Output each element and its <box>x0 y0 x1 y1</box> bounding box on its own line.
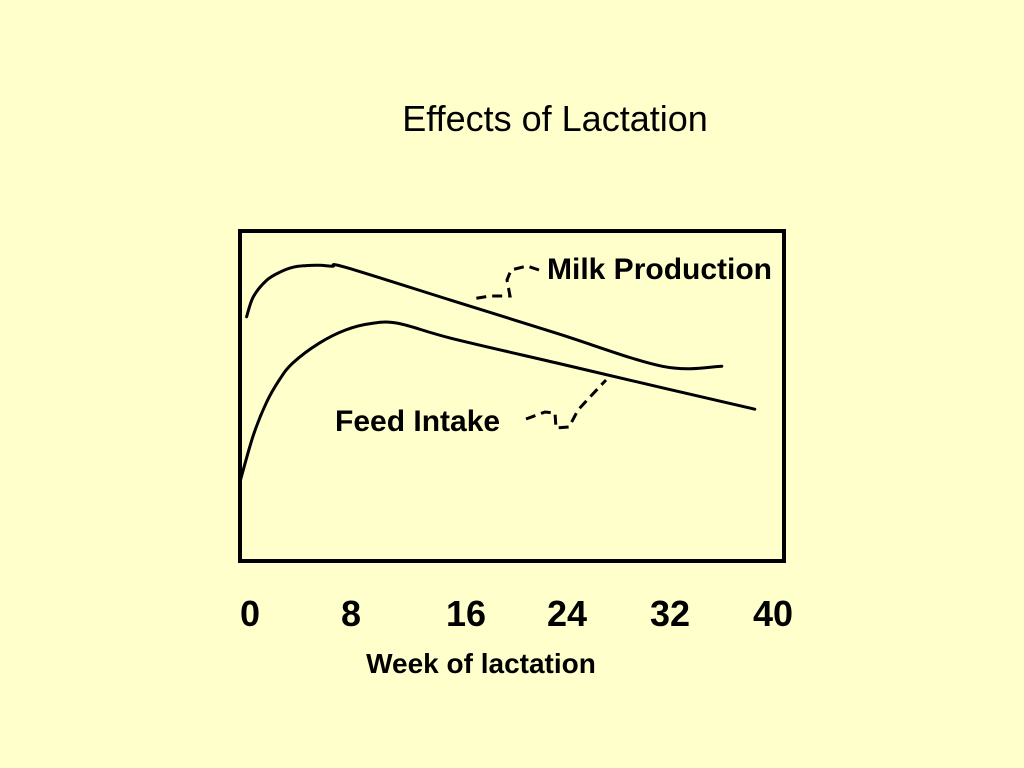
series-layer <box>238 263 757 484</box>
feed-intake-line <box>238 320 757 484</box>
plot-frame <box>238 229 786 563</box>
x-tick-label: 0 <box>240 593 260 634</box>
x-tick-label: 8 <box>341 593 361 634</box>
feed-intake-label: Feed Intake <box>335 405 500 438</box>
milk-production-line <box>245 263 724 371</box>
milk-production-label: Milk Production <box>547 253 772 286</box>
x-axis-ticks: 0 8 16 24 32 40 <box>240 593 793 634</box>
x-tick-label: 24 <box>547 593 587 634</box>
x-tick-label: 16 <box>446 593 486 634</box>
x-tick-label: 32 <box>650 593 690 634</box>
feed-intake-leader <box>525 378 608 430</box>
milk-production-leader <box>471 264 540 301</box>
slide-title: Effects of Lactation <box>402 98 708 139</box>
x-axis-label: Week of lactation <box>366 648 596 679</box>
x-tick-label: 40 <box>753 593 793 634</box>
